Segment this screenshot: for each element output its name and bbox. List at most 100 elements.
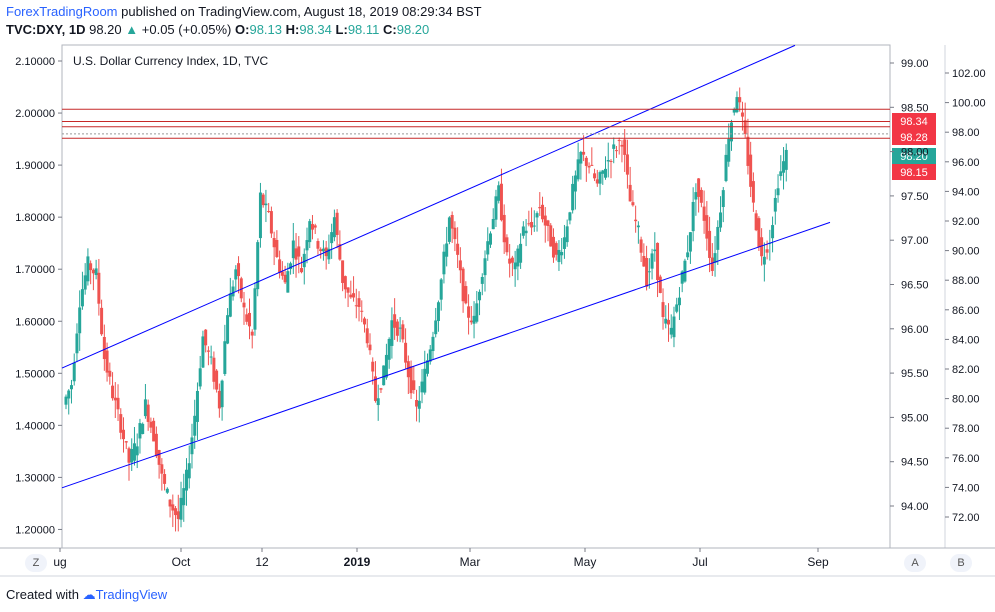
candle-down — [738, 97, 742, 103]
candle-down — [343, 276, 347, 290]
candle-up — [732, 109, 736, 113]
right-axis-tick-label: 94.00 — [901, 501, 929, 513]
candle-down — [341, 260, 345, 283]
candle-down — [357, 298, 361, 307]
candle-up — [253, 288, 257, 330]
far-right-axis-tick-label: 100.00 — [952, 98, 986, 110]
footer: Created with ☁TradingView — [6, 587, 167, 603]
author-link[interactable]: ForexTradingRoom — [6, 4, 118, 19]
candle-down — [450, 215, 454, 229]
zoom-button[interactable]: Z — [25, 554, 47, 572]
candle-up — [721, 190, 725, 208]
candle-up — [521, 226, 525, 236]
candle-up — [291, 240, 295, 259]
up-arrow-icon: ▲ — [125, 22, 139, 37]
candle-up — [286, 271, 290, 293]
candle-down — [461, 268, 465, 302]
candle-up — [80, 289, 84, 307]
far-right-axis-tick-label: 74.00 — [952, 482, 980, 494]
right-axis-tick-label: 95.50 — [901, 368, 929, 380]
candle-up — [762, 256, 766, 265]
candle-up — [494, 196, 498, 220]
right-axis-tick-label: 97.50 — [901, 191, 929, 203]
tradingview-logo-icon: ☁ — [82, 587, 96, 602]
far-right-axis-tick-label: 82.00 — [952, 364, 980, 376]
candle-up — [138, 423, 142, 439]
price-label: 98.34 — [900, 116, 928, 128]
tradingview-link[interactable]: TradingView — [95, 587, 168, 602]
candle-up — [472, 315, 476, 324]
left-axis-tick-label: 1.90000 — [15, 160, 55, 172]
candle-down — [365, 328, 369, 344]
candle-down — [404, 342, 408, 363]
candle-down — [656, 242, 660, 280]
right-axis-tick-label: 96.00 — [901, 324, 929, 336]
candle-down — [242, 302, 246, 308]
far-right-axis-tick-label: 80.00 — [952, 394, 980, 406]
candle-up — [94, 268, 98, 276]
far-right-axis-tick-label: 78.00 — [952, 423, 980, 435]
auto-scale-button[interactable]: A — [904, 554, 926, 572]
candle-down — [354, 305, 358, 307]
price-label-box — [892, 164, 936, 180]
x-axis-tick-label: Jul — [692, 555, 707, 569]
candle-down — [645, 257, 649, 287]
candle-down — [661, 302, 665, 318]
far-right-axis-tick-label: 92.00 — [952, 216, 980, 228]
candle-down — [371, 361, 375, 372]
created-with-text: Created with — [6, 587, 79, 602]
candle-up — [387, 339, 391, 360]
candle-up — [719, 212, 723, 228]
candle-down — [352, 293, 356, 298]
candle-up — [480, 276, 484, 284]
candle-up — [579, 151, 583, 164]
candle-down — [543, 215, 547, 226]
candle-up — [187, 463, 191, 479]
far-right-axis-tick-label: 102.00 — [952, 68, 986, 80]
candle-up — [398, 327, 402, 329]
candle-down — [705, 215, 709, 239]
candle-down — [582, 151, 586, 155]
candle-up — [198, 368, 202, 387]
candle-down — [338, 244, 342, 260]
candle-up — [727, 138, 731, 162]
right-axis-tick-label: 94.50 — [901, 457, 929, 469]
left-axis-tick-label: 2.10000 — [15, 56, 55, 68]
candle-up — [185, 469, 188, 491]
left-axis-tick-label: 1.60000 — [15, 316, 55, 328]
candle-up — [308, 221, 312, 243]
candle-down — [406, 361, 410, 378]
b-scale-button[interactable]: B — [950, 554, 972, 572]
candle-down — [546, 220, 550, 227]
right-axis-tick-label: 97.00 — [901, 235, 929, 247]
candle-up — [647, 271, 651, 273]
candle-up — [64, 396, 68, 405]
candle-up — [573, 175, 577, 192]
candle-down — [639, 239, 643, 253]
candle-up — [190, 437, 194, 455]
candle-down — [127, 448, 131, 463]
candle-down — [154, 433, 158, 457]
candle-up — [653, 249, 657, 252]
candle-down — [335, 212, 339, 235]
candle-down — [658, 276, 662, 293]
candle-down — [204, 329, 208, 346]
candle-down — [765, 249, 769, 253]
candle-down — [215, 370, 219, 390]
candle-down — [108, 370, 112, 377]
candle-up — [223, 341, 227, 374]
right-axis-tick-label: 95.00 — [901, 412, 929, 424]
candle-up — [779, 171, 783, 177]
candle-down — [628, 184, 632, 202]
candle-down — [551, 236, 555, 258]
left-axis-tick-label: 1.70000 — [15, 264, 55, 276]
candle-down — [119, 414, 123, 433]
candle-up — [724, 154, 728, 181]
candle-up — [231, 286, 235, 297]
candle-down — [699, 189, 703, 203]
candle-down — [363, 318, 367, 325]
high-label: H: — [285, 22, 300, 37]
candle-up — [562, 237, 566, 249]
candle-down — [269, 211, 273, 234]
